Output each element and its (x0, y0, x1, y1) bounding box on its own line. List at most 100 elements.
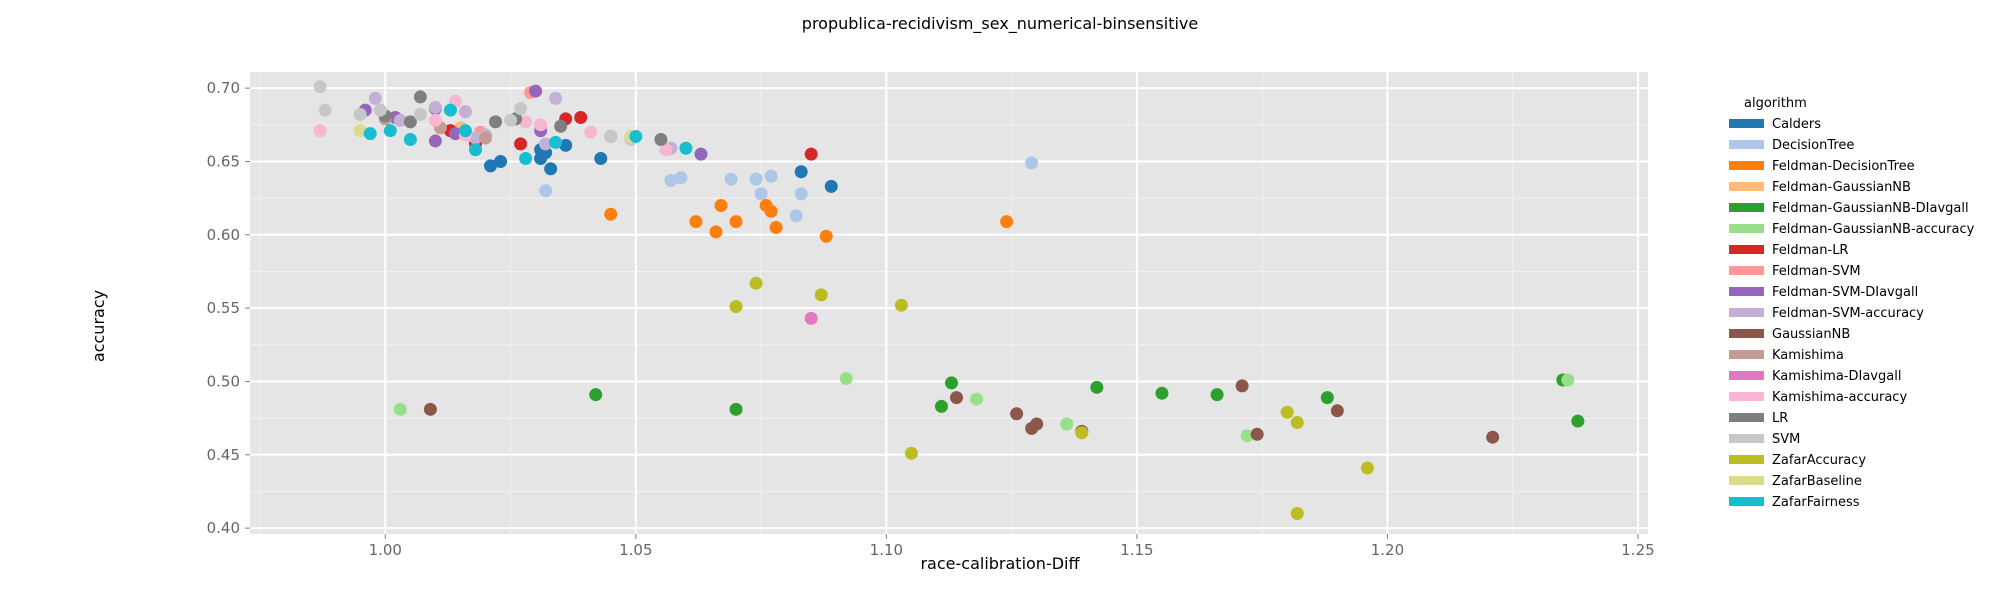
data-points (313, 80, 1585, 520)
point-decisiontree (749, 172, 763, 186)
point-feldman-svm-accuracy (428, 100, 442, 114)
point-lr (489, 115, 503, 129)
point-zafarbaseline (353, 124, 367, 138)
point-gaussiannb (1330, 404, 1344, 418)
point-zafaraccuracy (904, 446, 918, 460)
point-calders (559, 138, 573, 152)
legend-label-kamishima-diavgall: Kamishima-DIavgall (1772, 369, 1901, 384)
y-axis-label: accuracy (89, 290, 108, 362)
point-feldman-gaussiannb-accuracy (393, 402, 407, 416)
point-feldman-svm-accuracy (549, 91, 563, 105)
legend-label-feldman-lr: Feldman-LR (1772, 243, 1848, 258)
point-feldman-decisiontree (709, 225, 723, 239)
point-svm (318, 103, 332, 117)
plot-area (250, 72, 1648, 534)
legend-label-feldman-svm-accuracy: Feldman-SVM-accuracy (1772, 306, 1924, 321)
point-decisiontree (794, 187, 808, 201)
point-svm (514, 102, 528, 116)
point-feldman-decisiontree (1000, 215, 1014, 229)
point-zafaraccuracy (1290, 506, 1304, 520)
legend-label-feldman-svm: Feldman-SVM (1772, 264, 1861, 279)
legend-swatch-decisiontree (1729, 140, 1764, 149)
point-gaussiannb (423, 402, 437, 416)
point-calders (494, 154, 508, 168)
point-feldman-decisiontree (764, 204, 778, 218)
point-feldman-lr (574, 110, 588, 124)
point-feldman-lr (514, 137, 528, 151)
point-decisiontree (539, 184, 553, 198)
x-tick-label: 1.15 (1120, 541, 1153, 559)
point-feldman-gaussiannb-diavgall (945, 376, 959, 390)
y-tick-label: 0.65 (207, 152, 240, 170)
legend-label-zafarfairness: ZafarFairness (1772, 495, 1860, 510)
x-tick-label: 1.05 (619, 541, 652, 559)
legend-title: algorithm (1744, 96, 1807, 111)
point-kamishima-diavgall (804, 311, 818, 325)
point-decisiontree (664, 174, 678, 188)
minor-gridlines (250, 72, 1648, 534)
legend-label-feldman-gaussiannb-accuracy: Feldman-GaussianNB-accuracy (1772, 222, 1975, 237)
point-calders (794, 165, 808, 179)
point-gaussiannb (1010, 407, 1024, 421)
x-tick-label: 1.10 (870, 541, 903, 559)
point-feldman-gaussiannb-accuracy (1561, 373, 1575, 387)
point-lr (554, 119, 568, 133)
point-zafarfairness (468, 143, 482, 157)
legend-swatch-feldman-svm-diavgall (1729, 287, 1764, 296)
point-kamishima-accuracy (313, 124, 327, 138)
legend-label-calders: Calders (1772, 117, 1821, 132)
point-feldman-svm-accuracy (458, 105, 472, 119)
point-zafarfairness (403, 132, 417, 146)
point-zafaraccuracy (1075, 426, 1089, 440)
legend-label-feldman-svm-diavgall: Feldman-SVM-DIavgall (1772, 285, 1918, 300)
point-zafarfairness (458, 124, 472, 138)
point-zafarfairness (383, 124, 397, 138)
point-gaussiannb (1030, 417, 1044, 431)
point-lr (403, 115, 417, 129)
point-gaussiannb (1250, 427, 1264, 441)
point-calders (544, 162, 558, 176)
point-svm (604, 130, 618, 144)
point-feldman-decisiontree (769, 220, 783, 234)
point-feldman-gaussiannb-diavgall (589, 388, 603, 402)
point-calders (824, 179, 838, 193)
point-feldman-decisiontree (729, 215, 743, 229)
point-zafarfairness (363, 127, 377, 141)
legend: algorithm Calders DecisionTree Feldman-Dec… (1729, 96, 1975, 510)
point-zafarfairness (519, 152, 533, 166)
point-zafaraccuracy (729, 300, 743, 314)
point-feldman-gaussiannb-diavgall (1320, 391, 1334, 405)
legend-label-feldman-gaussiannb: Feldman-GaussianNB (1772, 180, 1911, 195)
point-feldman-svm-accuracy (539, 137, 553, 151)
point-feldman-svm-diavgall (694, 147, 708, 161)
legend-label-zafarbaseline: ZafarBaseline (1772, 474, 1862, 489)
point-feldman-svm-accuracy (393, 113, 407, 127)
point-feldman-gaussiannb-diavgall (934, 399, 948, 413)
legend-swatch-zafarfairness (1729, 497, 1764, 506)
legend-swatch-lr (1729, 413, 1764, 422)
legend-swatch-kamishima-accuracy (1729, 392, 1764, 401)
y-tick-label: 0.40 (207, 519, 240, 537)
legend-swatch-feldman-decisiontree (1729, 161, 1764, 170)
point-svm (313, 80, 327, 94)
y-tick-label: 0.60 (207, 226, 240, 244)
legend-swatch-svm (1729, 434, 1764, 443)
point-feldman-gaussiannb-accuracy (1240, 429, 1254, 443)
y-tick-label: 0.70 (207, 79, 240, 97)
point-lr (654, 132, 668, 146)
legend-label-feldman-decisiontree: Feldman-DecisionTree (1772, 159, 1915, 174)
point-calders (484, 159, 498, 173)
point-feldman-decisiontree (604, 207, 618, 221)
point-svm (413, 108, 427, 122)
point-zafaraccuracy (814, 288, 828, 302)
point-kamishima-accuracy (584, 125, 598, 139)
point-svm (504, 113, 518, 127)
legend-swatch-calders (1729, 119, 1764, 128)
point-zafarfairness (549, 135, 563, 149)
point-feldman-svm-accuracy (368, 91, 382, 105)
point-gaussiannb (1235, 379, 1249, 393)
point-feldman-gaussiannb-diavgall (1090, 380, 1104, 394)
legend-label-svm: SVM (1772, 432, 1800, 447)
legend-swatch-feldman-gaussiannb-accuracy (1729, 224, 1764, 233)
